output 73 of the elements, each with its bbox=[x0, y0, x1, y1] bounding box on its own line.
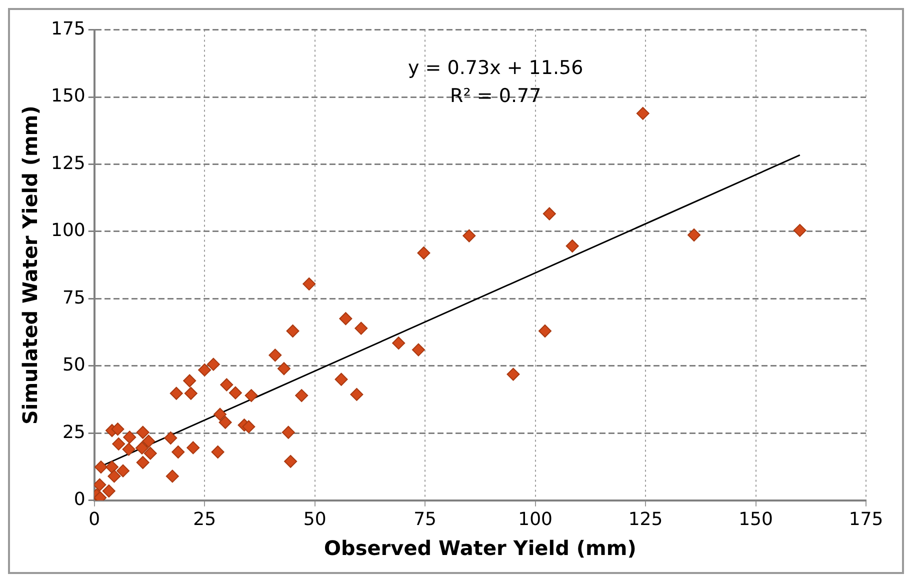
point bbox=[94, 478, 106, 492]
y-tick-label: 25 bbox=[62, 422, 86, 443]
point bbox=[688, 228, 701, 242]
point bbox=[136, 456, 150, 469]
point bbox=[218, 416, 232, 429]
point bbox=[214, 408, 227, 421]
point bbox=[102, 484, 116, 498]
point bbox=[542, 207, 556, 220]
point bbox=[286, 324, 300, 338]
point bbox=[242, 420, 256, 434]
point bbox=[112, 437, 126, 450]
x-tick-label: 50 bbox=[303, 508, 326, 530]
point bbox=[277, 362, 290, 376]
point bbox=[268, 348, 282, 362]
x-tick-label: 100 bbox=[518, 508, 552, 530]
point bbox=[538, 324, 552, 338]
point bbox=[295, 389, 308, 402]
point bbox=[172, 445, 185, 458]
point bbox=[108, 470, 121, 483]
point bbox=[206, 358, 220, 371]
point bbox=[417, 246, 430, 260]
y-tick-label: 150 bbox=[50, 86, 86, 107]
point bbox=[164, 432, 178, 445]
x-tick-label: 150 bbox=[738, 508, 773, 530]
y-tick-label: 125 bbox=[50, 152, 86, 174]
point bbox=[144, 446, 157, 460]
y-axis-title: Simulated Water Yield (mm) bbox=[18, 106, 42, 425]
point bbox=[211, 445, 224, 458]
point bbox=[170, 386, 183, 400]
y-tick-label: 75 bbox=[62, 287, 86, 308]
y-tick-label: 175 bbox=[50, 18, 86, 40]
x-tick-label: 75 bbox=[414, 508, 437, 530]
point bbox=[136, 426, 150, 439]
point bbox=[793, 224, 806, 237]
point bbox=[198, 363, 212, 376]
point bbox=[412, 343, 425, 356]
point bbox=[184, 386, 198, 400]
point bbox=[636, 106, 650, 120]
point bbox=[166, 470, 179, 483]
point bbox=[116, 464, 130, 478]
point bbox=[282, 426, 295, 439]
x-tick-label: 125 bbox=[628, 508, 663, 530]
point bbox=[244, 389, 258, 402]
point bbox=[284, 454, 298, 468]
point bbox=[220, 378, 234, 392]
x-axis-title: Observed Water Yield (mm) bbox=[324, 536, 636, 560]
annotation: R² = 0.77 bbox=[450, 84, 542, 107]
point bbox=[354, 322, 368, 335]
point bbox=[462, 229, 476, 242]
point bbox=[334, 372, 348, 386]
x-tick-label: 25 bbox=[193, 508, 216, 530]
point bbox=[111, 422, 124, 436]
point bbox=[135, 441, 148, 454]
point bbox=[105, 460, 118, 474]
point bbox=[566, 240, 579, 253]
point bbox=[123, 430, 136, 444]
x-tick-label: 175 bbox=[848, 508, 884, 530]
point bbox=[228, 386, 242, 400]
point bbox=[339, 312, 352, 326]
y-tick-label: 0 bbox=[74, 489, 86, 510]
point bbox=[350, 388, 364, 401]
point bbox=[94, 460, 108, 474]
annotation: y = 0.73x + 11.56 bbox=[408, 56, 584, 79]
point bbox=[142, 434, 156, 448]
y-tick-label: 50 bbox=[62, 354, 86, 376]
point bbox=[183, 374, 196, 388]
point bbox=[122, 442, 136, 456]
point bbox=[186, 441, 200, 454]
point bbox=[302, 277, 316, 290]
point bbox=[506, 368, 520, 381]
point bbox=[392, 336, 406, 350]
y-tick-label: 100 bbox=[50, 220, 86, 242]
x-tick-label: 0 bbox=[88, 508, 100, 530]
